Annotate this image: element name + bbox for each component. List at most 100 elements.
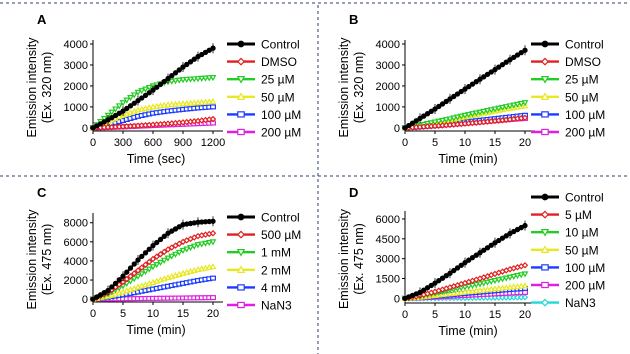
data-point	[465, 111, 473, 119]
panel-label: A	[37, 12, 47, 27]
data-point	[499, 235, 506, 241]
data-point	[451, 93, 457, 100]
data-point	[443, 98, 449, 105]
y-axis-label: Emission intensity	[337, 208, 351, 309]
data-point	[469, 111, 476, 118]
data-point	[499, 104, 506, 112]
data-point	[175, 249, 183, 256]
data-point	[447, 270, 453, 276]
series-0	[402, 220, 528, 302]
data-point	[169, 228, 175, 234]
data-point	[406, 122, 412, 129]
y-tick-label: 4500	[376, 234, 400, 246]
data-point	[183, 76, 191, 84]
legend: Control 5 µM 10 µM 50 µM 100 µM 200 µM NaN3	[531, 191, 605, 310]
x-tick-label: 10	[459, 309, 471, 321]
data-point	[198, 75, 206, 82]
data-point	[439, 117, 446, 125]
data-point	[424, 285, 431, 291]
data-point	[496, 237, 502, 244]
data-point	[146, 258, 153, 266]
data-point	[514, 273, 521, 280]
x-axis-label: Time (sec)	[127, 152, 186, 166]
data-point	[462, 259, 468, 266]
legend: Control 500 µM 1 mM 2 mM 4 mM NaN3	[227, 211, 301, 313]
data-point	[477, 76, 483, 82]
legend-label: 100 µM	[565, 261, 605, 275]
data-point	[521, 282, 529, 289]
series-0	[90, 216, 216, 302]
legend-label: NaN3	[261, 299, 292, 313]
data-point	[142, 86, 149, 93]
data-point	[450, 115, 458, 122]
y-tick-label: 1000	[376, 102, 400, 114]
data-point	[413, 118, 419, 124]
data-point	[507, 57, 513, 63]
data-point	[518, 49, 524, 56]
data-point	[205, 240, 213, 247]
data-point	[521, 294, 529, 301]
data-point	[138, 271, 146, 278]
data-point	[209, 115, 217, 123]
data-point	[436, 278, 442, 284]
data-point	[187, 76, 194, 83]
x-tick-label: 5	[432, 309, 438, 321]
data-point	[168, 253, 176, 260]
data-point	[499, 61, 506, 68]
data-point	[149, 255, 157, 263]
data-point	[168, 78, 176, 85]
data-point	[432, 280, 438, 286]
data-point	[487, 278, 495, 285]
data-point	[165, 230, 171, 236]
data-point	[491, 106, 499, 113]
data-point	[446, 116, 454, 123]
y-axis-label: (Ex. 320 nm)	[40, 52, 54, 124]
data-point	[108, 109, 116, 116]
data-point	[172, 251, 179, 258]
data-point	[157, 236, 164, 243]
data-point	[172, 226, 179, 232]
x-tick-label: 10	[147, 308, 159, 320]
data-point	[454, 265, 461, 271]
data-point	[183, 246, 191, 253]
data-point	[424, 111, 431, 117]
series-1	[401, 262, 529, 302]
data-point	[135, 257, 141, 263]
y-tick-label: 4000	[64, 256, 88, 268]
data-point	[439, 275, 446, 281]
legend-label: NaN3	[565, 296, 596, 310]
y-tick-label: 3000	[376, 60, 400, 72]
data-point	[94, 294, 100, 300]
data-point	[209, 239, 217, 246]
y-tick-label: 0	[394, 293, 400, 305]
series-2	[89, 239, 217, 303]
data-point	[458, 262, 464, 268]
y-tick-label: 2000	[376, 81, 400, 93]
data-point	[502, 275, 510, 282]
panel-label: D	[349, 185, 358, 200]
data-point	[124, 105, 130, 112]
data-point	[169, 73, 175, 79]
legend-swatch-marker	[541, 193, 549, 201]
legend-swatch-marker	[541, 111, 549, 118]
y-tick-label: 3000	[376, 254, 400, 266]
data-point	[130, 92, 138, 99]
data-point	[496, 64, 502, 70]
data-point	[153, 253, 160, 260]
data-point	[187, 59, 194, 65]
x-axis-label: Time (min)	[438, 152, 497, 166]
x-tick-label: 0	[402, 309, 408, 321]
data-point	[172, 70, 179, 76]
data-point	[168, 244, 175, 251]
x-tick-label: 20	[519, 137, 531, 149]
data-point	[112, 112, 119, 119]
data-point	[142, 250, 149, 256]
legend-swatch-marker	[540, 245, 550, 253]
data-point	[165, 75, 171, 82]
x-tick-label: 5	[120, 308, 126, 320]
legend-label: 500 µM	[261, 228, 301, 242]
data-point	[123, 275, 130, 283]
data-point	[154, 239, 160, 246]
legend: Control DMSO 25 µM 50 µM 100 µM 200 µM	[531, 38, 605, 140]
data-point	[172, 78, 179, 85]
